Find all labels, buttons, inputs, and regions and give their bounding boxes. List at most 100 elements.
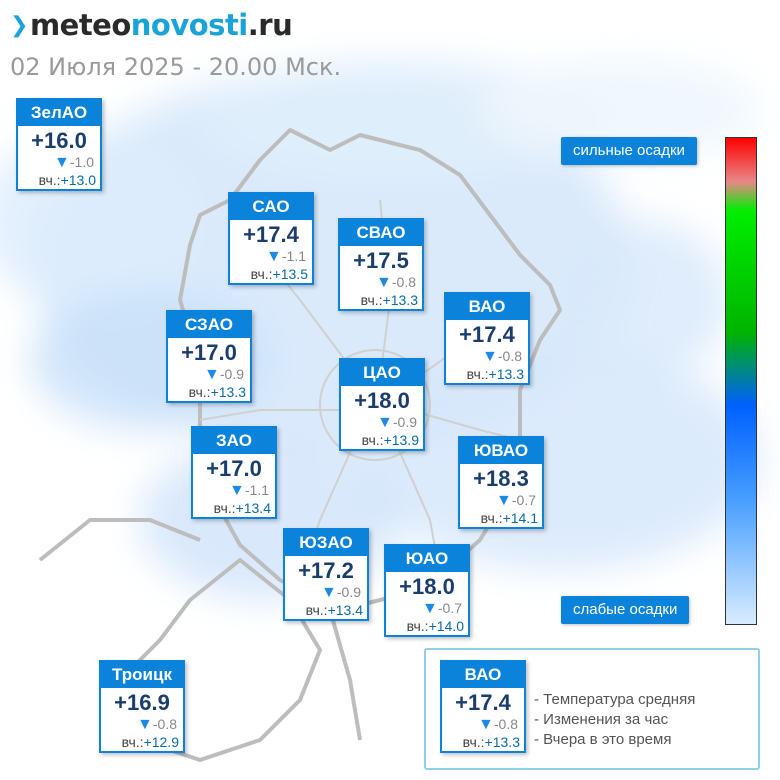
district-yesterday: вч.:+13.4 <box>285 601 367 619</box>
district-name: ЗелАО <box>18 100 100 126</box>
district-name: Троицк <box>101 662 183 688</box>
yesterday-label: вч.: <box>250 266 273 282</box>
district-name: ЮВАО <box>460 438 542 464</box>
district-name: СЗАО <box>168 312 250 338</box>
delta-value: -0.7 <box>437 600 462 616</box>
district-card-troitsk: Троицк +16.9 ▼-0.8 вч.:+12.9 <box>99 660 185 753</box>
district-temp: +17.0 <box>181 340 237 365</box>
yesterday-value: +12.9 <box>143 734 179 750</box>
yesterday-label: вч.: <box>361 432 384 448</box>
district-temp: +16.0 <box>31 128 87 153</box>
district-delta: ▼-1.0 <box>18 154 100 171</box>
yesterday-value: +13.5 <box>272 266 308 282</box>
legend-line-yesterday: - Вчера в это время <box>534 731 672 748</box>
triangle-down-icon: ▼ <box>204 366 220 383</box>
district-card-zelao: ЗелАО +16.0 ▼-1.0 вч.:+13.0 <box>16 98 102 191</box>
yesterday-value: +14.1 <box>502 510 538 526</box>
district-yesterday: вч.:+14.0 <box>386 617 468 635</box>
district-delta: ▼-0.8 <box>101 716 183 733</box>
delta-value: -0.9 <box>392 414 417 430</box>
delta-value: -0.8 <box>391 274 416 290</box>
logo-suffix: .ru <box>247 8 293 42</box>
yesterday-value: +13.3 <box>210 384 246 400</box>
district-name: ЮЗАО <box>285 530 367 556</box>
yesterday-label: вч.: <box>466 366 489 382</box>
district-name: ЗАО <box>193 428 275 454</box>
district-delta: ▼-0.7 <box>386 600 468 617</box>
yesterday-value: +13.3 <box>382 292 418 308</box>
district-name: ВАО <box>442 662 524 688</box>
legend-descriptions: - Температура средняя - Изменения за час… <box>534 690 695 750</box>
delta-value: -1.1 <box>281 248 306 264</box>
yesterday-value: +13.4 <box>235 500 271 516</box>
yesterday-label: вч.: <box>462 734 485 750</box>
logo-prefix: meteo <box>29 8 131 42</box>
yesterday-value: +13.0 <box>60 172 96 188</box>
district-card-yuzao: ЮЗАО +17.2 ▼-0.9 вч.:+13.4 <box>283 528 369 621</box>
district-card-svao: СВАО +17.5 ▼-0.8 вч.:+13.3 <box>338 218 424 311</box>
yesterday-label: вч.: <box>406 618 429 634</box>
delta-value: -0.9 <box>219 366 244 382</box>
district-temp: +17.0 <box>206 456 262 481</box>
delta-value: -0.8 <box>493 716 518 732</box>
yesterday-value: +13.3 <box>488 366 524 382</box>
district-yesterday: вч.:+14.1 <box>460 509 542 527</box>
yesterday-label: вч.: <box>188 384 211 400</box>
legend-line-temp: - Температура средняя <box>534 691 696 708</box>
district-yesterday: вч.:+13.3 <box>446 365 528 383</box>
district-card-sao: САО +17.4 ▼-1.1 вч.:+13.5 <box>228 192 314 285</box>
yesterday-value: +13.4 <box>327 602 363 618</box>
district-card-yuvao: ЮВАО +18.3 ▼-0.7 вч.:+14.1 <box>458 436 544 529</box>
district-temp: +18.3 <box>473 466 529 491</box>
district-card-zao: ЗАО +17.0 ▼-1.1 вч.:+13.4 <box>191 426 277 519</box>
district-yesterday: вч.:+13.5 <box>230 265 312 283</box>
yesterday-label: вч.: <box>121 734 144 750</box>
yesterday-label: вч.: <box>305 602 328 618</box>
scale-label-weak: слабые осадки <box>561 596 690 624</box>
district-temp: +17.4 <box>455 690 511 715</box>
district-temp: +18.0 <box>399 574 455 599</box>
district-card-szao: СЗАО +17.0 ▼-0.9 вч.:+13.3 <box>166 310 252 403</box>
forecast-datetime: 02 Июля 2025 - 20.00 Мск. <box>10 53 342 81</box>
yesterday-label: вч.: <box>480 510 503 526</box>
delta-value: -0.8 <box>497 348 522 364</box>
triangle-down-icon: ▼ <box>266 248 282 265</box>
district-delta: ▼-0.9 <box>341 414 423 431</box>
district-yesterday: вч.:+13.3 <box>340 291 422 309</box>
district-yesterday: вч.:+13.9 <box>341 431 423 449</box>
yesterday-value: +13.3 <box>484 734 520 750</box>
district-delta: ▼-1.1 <box>193 482 275 499</box>
district-temp: +17.4 <box>459 322 515 347</box>
district-temp: +18.0 <box>354 388 410 413</box>
district-delta: ▼-1.1 <box>230 248 312 265</box>
district-yesterday: вч.:+13.3 <box>442 733 524 751</box>
district-name: САО <box>230 194 312 220</box>
triangle-down-icon: ▼ <box>478 716 494 733</box>
district-name: СВАО <box>340 220 422 246</box>
delta-value: -0.8 <box>152 716 177 732</box>
district-temp: +17.2 <box>298 558 354 583</box>
triangle-down-icon: ▼ <box>482 348 498 365</box>
triangle-down-icon: ▼ <box>321 584 337 601</box>
delta-value: -1.1 <box>244 482 269 498</box>
yesterday-label: вч.: <box>213 500 236 516</box>
district-card-yuao: ЮАО +18.0 ▼-0.7 вч.:+14.0 <box>384 544 470 637</box>
district-yesterday: вч.:+13.0 <box>18 171 100 189</box>
logo-arrow-icon: ❯ <box>10 12 28 38</box>
district-delta: ▼-0.9 <box>285 584 367 601</box>
district-yesterday: вч.:+12.9 <box>101 733 183 751</box>
yesterday-label: вч.: <box>38 172 61 188</box>
triangle-down-icon: ▼ <box>137 716 153 733</box>
triangle-down-icon: ▼ <box>54 154 70 171</box>
yesterday-value: +14.0 <box>428 618 464 634</box>
scale-label-strong: сильные осадки <box>561 137 697 165</box>
district-delta: ▼-0.9 <box>168 366 250 383</box>
site-logo: ❯ meteo novosti .ru <box>10 8 293 42</box>
triangle-down-icon: ▼ <box>377 414 393 431</box>
district-temp: +17.4 <box>243 222 299 247</box>
district-delta: ▼-0.8 <box>442 716 524 733</box>
yesterday-label: вч.: <box>360 292 383 308</box>
district-card-cao: ЦАО +18.0 ▼-0.9 вч.:+13.9 <box>339 358 425 451</box>
delta-value: -0.9 <box>336 584 361 600</box>
triangle-down-icon: ▼ <box>376 274 392 291</box>
